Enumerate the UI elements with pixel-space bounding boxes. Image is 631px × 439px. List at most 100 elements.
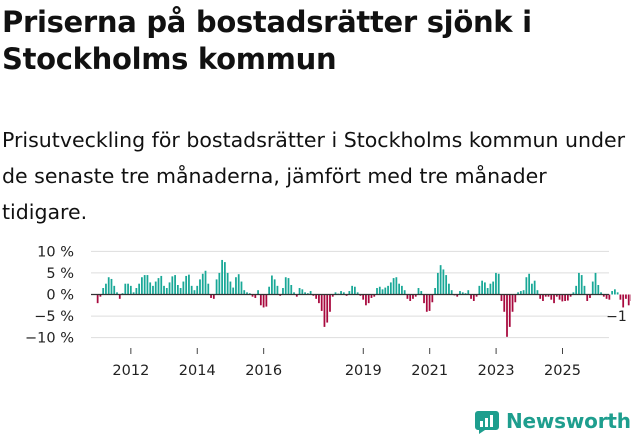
y-tick-label: −5 % xyxy=(34,309,74,325)
bar xyxy=(428,294,431,311)
bar xyxy=(500,294,503,301)
x-tick-label: 2023 xyxy=(478,363,515,379)
bar xyxy=(387,285,389,295)
bar xyxy=(99,294,102,297)
bar xyxy=(456,294,459,297)
bar xyxy=(176,285,179,295)
bar xyxy=(605,294,608,299)
y-tick-label: 10 % xyxy=(37,244,74,260)
brand-logo: Newsworthy xyxy=(474,408,631,434)
bar xyxy=(403,290,406,295)
bar xyxy=(589,294,591,298)
bar xyxy=(268,286,271,295)
bar xyxy=(531,283,533,295)
bar xyxy=(425,294,428,312)
bar xyxy=(470,294,472,299)
bar xyxy=(235,277,237,295)
bar xyxy=(132,292,135,295)
bar xyxy=(608,294,611,300)
bar xyxy=(254,294,257,298)
bar xyxy=(486,288,489,295)
bar xyxy=(196,285,199,295)
bar xyxy=(522,290,525,295)
bar xyxy=(96,294,99,304)
bar xyxy=(417,288,420,295)
bar xyxy=(110,278,113,295)
bar xyxy=(102,288,105,295)
bar xyxy=(113,285,116,295)
bar xyxy=(168,282,171,295)
bar xyxy=(141,277,143,295)
bar xyxy=(215,279,218,295)
bar xyxy=(334,292,337,295)
bar xyxy=(135,288,138,295)
y-tick-label: 0 % xyxy=(46,288,74,304)
bar xyxy=(359,294,362,296)
bar xyxy=(414,294,417,297)
price-change-chart: 10 % 5 % 0 % −5 % −10 % 2012 2014 2016 2019 2021 2… xyxy=(25,244,631,379)
bar xyxy=(511,294,514,312)
bar xyxy=(367,294,370,304)
bar xyxy=(271,275,273,295)
bar xyxy=(619,294,622,300)
bar xyxy=(149,282,152,295)
bar xyxy=(583,285,586,295)
bar xyxy=(555,294,558,297)
bar xyxy=(193,290,196,295)
bar xyxy=(146,275,149,295)
bar xyxy=(448,283,450,295)
bar xyxy=(506,294,508,337)
bar xyxy=(124,283,127,295)
bar xyxy=(226,272,229,295)
bar xyxy=(539,294,542,299)
bar xyxy=(381,289,384,295)
bar xyxy=(223,262,226,295)
bar xyxy=(204,270,207,295)
bar xyxy=(561,294,564,302)
bar xyxy=(362,294,365,300)
bar xyxy=(459,291,461,295)
bar xyxy=(351,285,353,295)
bar xyxy=(445,275,448,295)
bar xyxy=(154,281,157,295)
bar xyxy=(572,292,575,295)
bar xyxy=(536,290,539,295)
bar xyxy=(345,294,348,296)
bar xyxy=(282,288,284,295)
x-tick-label: 2021 xyxy=(411,363,448,379)
bar xyxy=(365,294,367,306)
bar xyxy=(586,294,589,301)
bar xyxy=(495,272,497,295)
bar xyxy=(569,294,572,297)
x-tick-label: 2025 xyxy=(544,363,581,379)
bar xyxy=(287,278,290,295)
bar xyxy=(276,285,279,295)
bar xyxy=(210,294,212,298)
bar xyxy=(467,290,470,295)
bar xyxy=(580,275,583,295)
bar xyxy=(616,292,619,295)
bar xyxy=(384,287,387,295)
bar xyxy=(295,294,298,297)
bar xyxy=(625,294,627,299)
bar xyxy=(578,272,580,295)
bar xyxy=(412,294,414,299)
bar xyxy=(442,269,445,295)
bar xyxy=(398,283,401,295)
bar xyxy=(301,289,304,295)
bar xyxy=(481,280,483,295)
bar xyxy=(315,294,318,299)
bar xyxy=(597,285,600,295)
bar xyxy=(107,277,110,295)
bar xyxy=(558,294,561,300)
bar xyxy=(547,294,550,297)
bar xyxy=(591,281,594,295)
bar xyxy=(439,265,442,295)
bar xyxy=(406,294,409,299)
y-tick-label: −10 % xyxy=(25,331,74,347)
bar xyxy=(207,283,210,295)
x-tick-label: 2016 xyxy=(245,363,282,379)
bar xyxy=(342,292,345,295)
bar xyxy=(188,274,190,295)
bar xyxy=(320,294,323,311)
